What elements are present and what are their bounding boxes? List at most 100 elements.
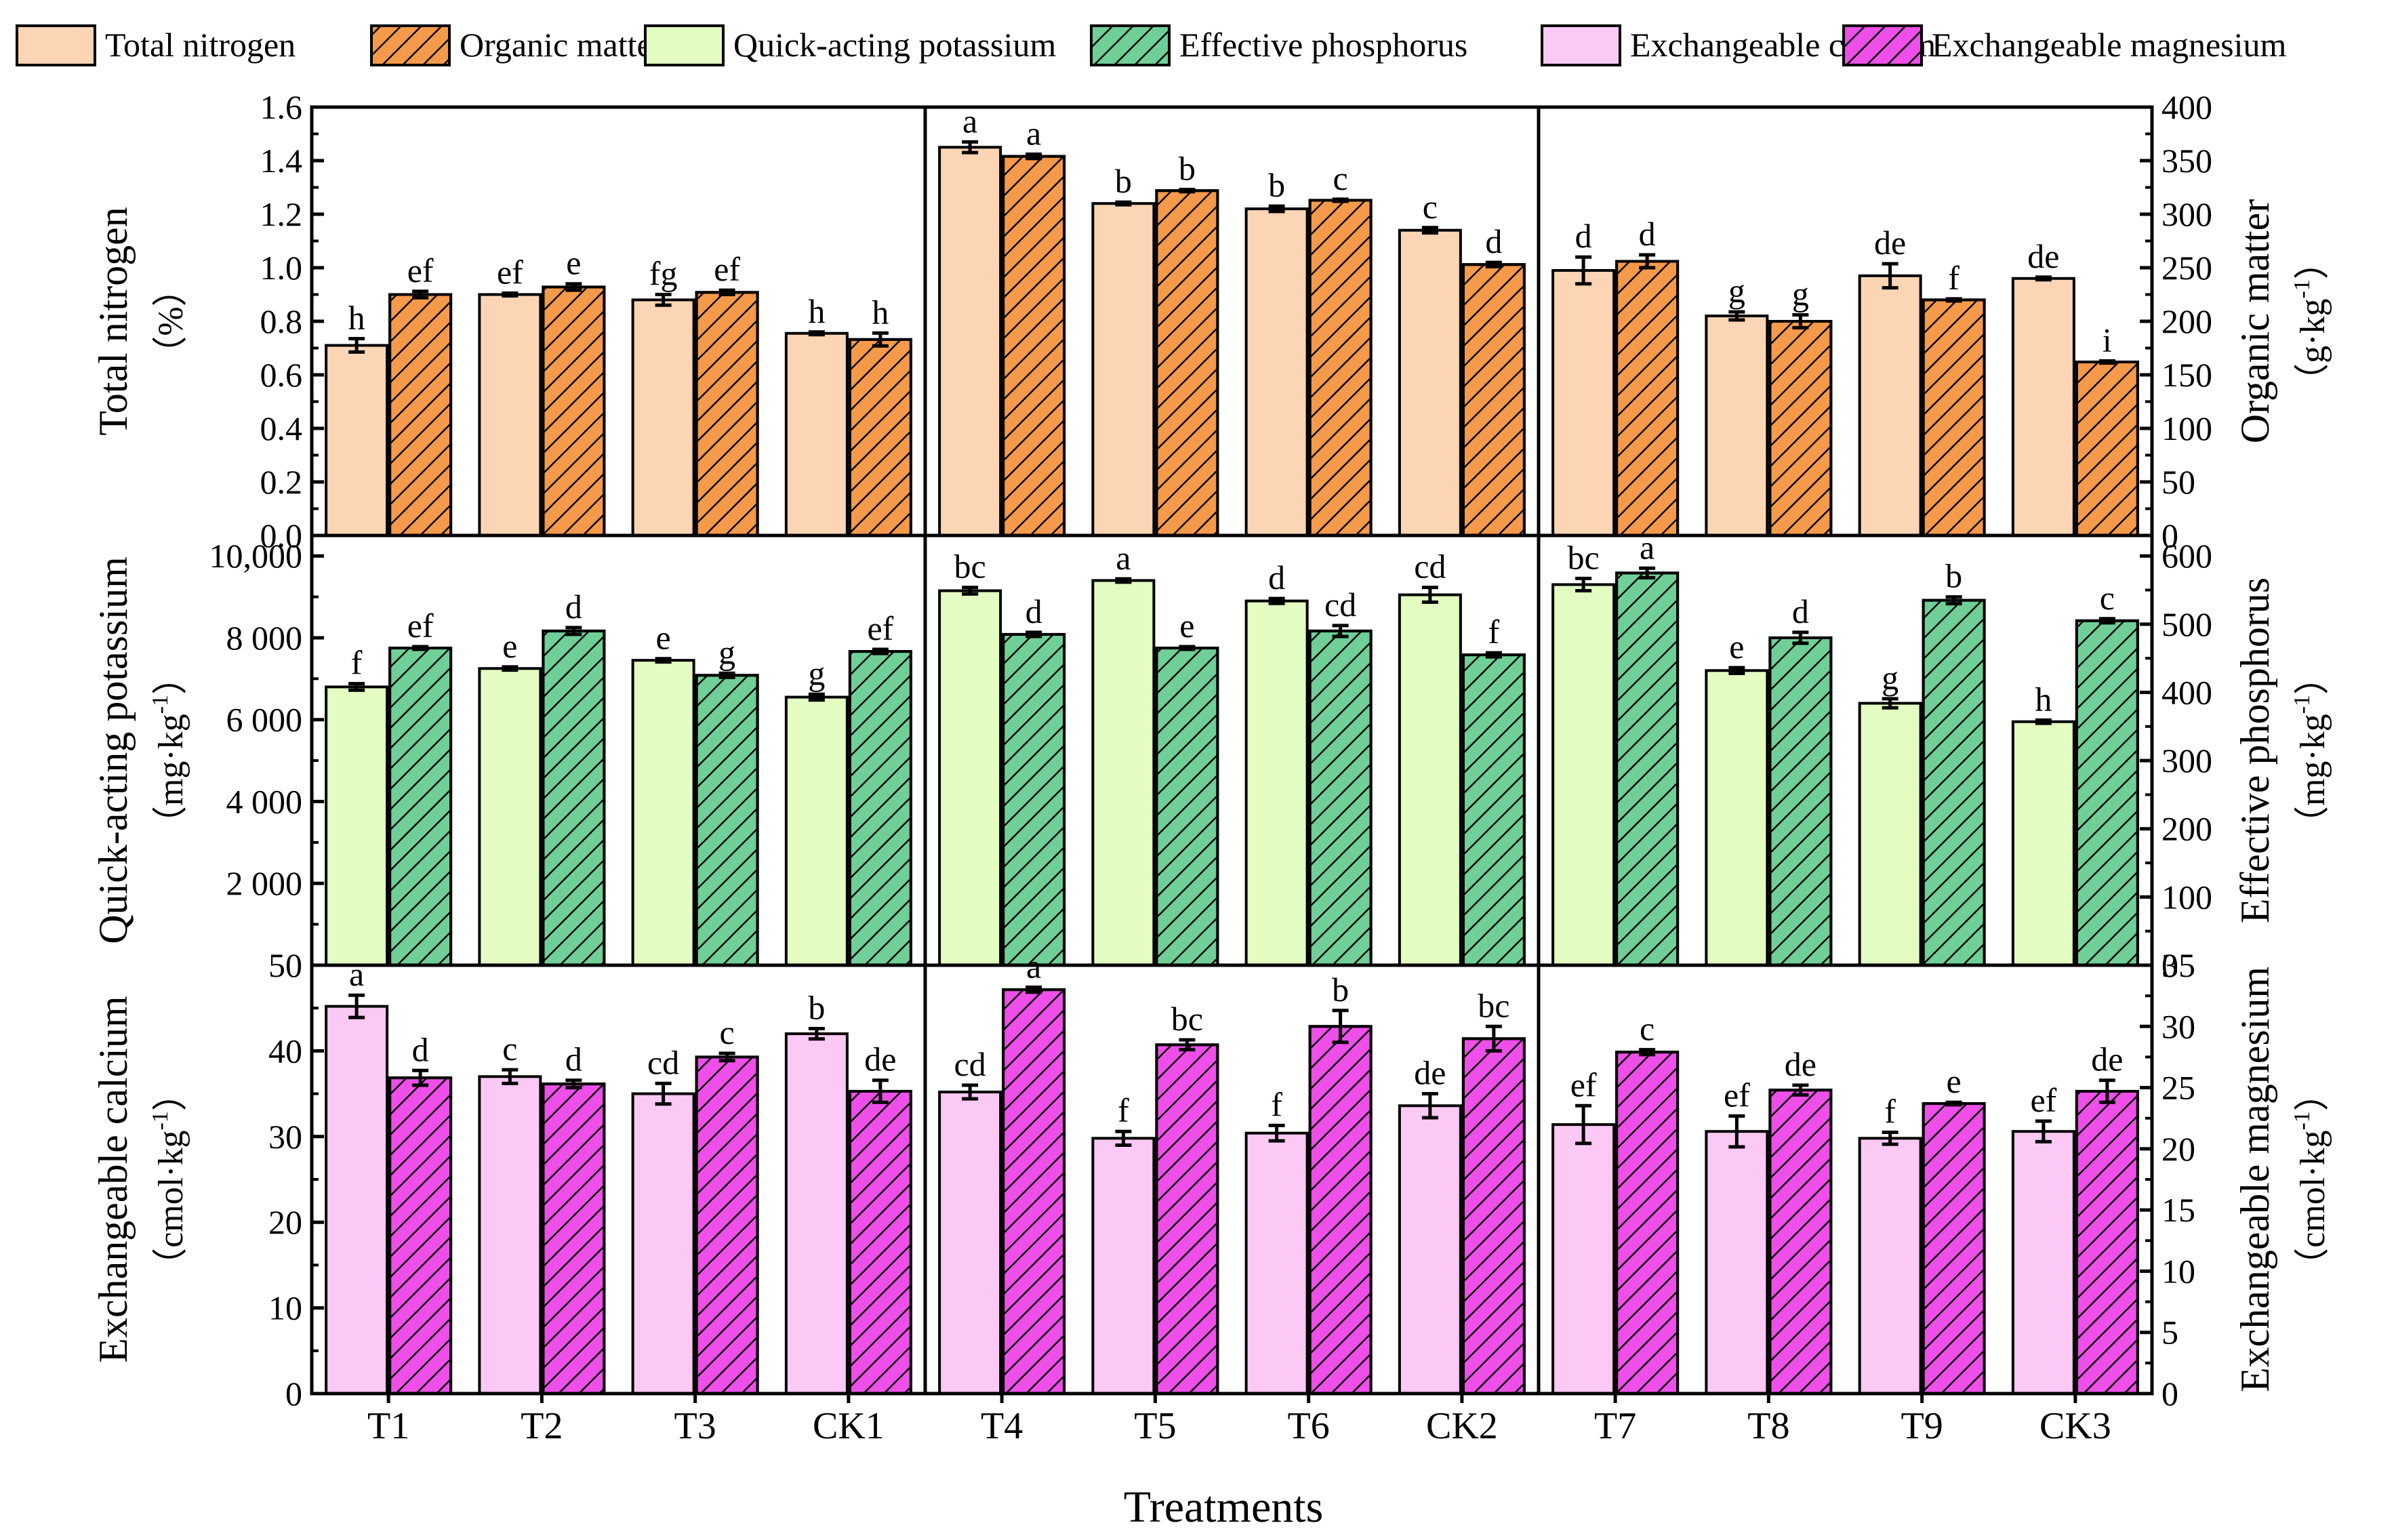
sig-letter-total_nitrogen-T7: d: [1575, 217, 1592, 255]
right-tick-label: 10: [2161, 1252, 2195, 1290]
bar-hatch-exchangeable_magnesium-T1: [388, 1076, 453, 1396]
left-tick-label: 0.4: [260, 409, 303, 447]
right-tick-label: 200: [2161, 302, 2212, 340]
left-axis-title: Total nitrogen （%）: [91, 207, 190, 435]
bar-quick_acting_potassium-T6: [1244, 599, 1309, 967]
sig-letter-effective_phosphorus-T5: e: [1179, 607, 1194, 645]
right-tick-label: 300: [2161, 195, 2212, 233]
left-tick-label: 0.0: [260, 516, 303, 554]
left-tick-label: 1.6: [260, 88, 303, 126]
sig-letter-exchangeable_calcium-CK3: ef: [2030, 1081, 2056, 1119]
bar-total_nitrogen-T4: [938, 146, 1002, 537]
bar-hatch-exchangeable_magnesium-CK2: [1461, 1037, 1526, 1396]
bar-exchangeable_calcium-T6: [1244, 1131, 1309, 1396]
left-tick-label: 8 000: [226, 619, 303, 657]
bar-total_nitrogen-CK1: [784, 331, 849, 537]
left-axis-title-line2: （cmol·kg-1）: [148, 1076, 190, 1283]
sig-letter-effective_phosphorus-T6: cd: [1324, 586, 1356, 624]
sig-letter-total_nitrogen-T9: de: [1874, 224, 1906, 262]
sig-letter-organic_matter-T9: f: [1948, 259, 1960, 297]
sig-letter-effective_phosphorus-T7: a: [1640, 528, 1654, 566]
bar-hatch-effective_phosphorus-T8: [1768, 636, 1833, 967]
bar-total_nitrogen-T8: [1705, 315, 1769, 537]
sig-letter-total_nitrogen-T2: ef: [497, 254, 523, 291]
bar-total_nitrogen-T6: [1244, 207, 1309, 537]
x-tick-label-CK1: CK1: [813, 1405, 885, 1447]
bar-exchangeable_calcium-T5: [1091, 1137, 1156, 1395]
right-tick-label: 30: [2161, 1007, 2195, 1045]
x-tick-label-T6: T6: [1288, 1405, 1330, 1447]
right-tick-label: 400: [2161, 88, 2212, 126]
right-tick-label: 100: [2161, 409, 2212, 447]
right-tick-label: 150: [2161, 356, 2212, 394]
sig-letter-effective_phosphorus-T3: g: [718, 633, 735, 671]
left-tick-label: 0.2: [260, 463, 303, 501]
left-tick-label: 0: [285, 1375, 302, 1413]
bar-hatch-exchangeable_magnesium-T7: [1615, 1051, 1680, 1395]
sig-letter-exchangeable_magnesium-T5: bc: [1171, 1000, 1203, 1038]
sig-letter-total_nitrogen-T1: h: [348, 299, 365, 337]
sig-letter-total_nitrogen-T4: a: [962, 102, 977, 140]
bar-hatch-exchangeable_magnesium-T4: [1002, 988, 1066, 1395]
left-tick-label: 1.4: [260, 142, 303, 180]
bar-hatch-effective_phosphorus-CK1: [848, 650, 912, 967]
sig-letter-quick_acting_potassium-T3: e: [656, 619, 671, 657]
sig-letter-exchangeable_magnesium-T9: e: [1947, 1062, 1962, 1100]
sig-letter-exchangeable_calcium-CK1: b: [808, 989, 825, 1027]
sig-letter-effective_phosphorus-T1: ef: [407, 607, 434, 645]
x-tick-label-T8: T8: [1747, 1405, 1789, 1447]
bar-total_nitrogen-T3: [631, 298, 695, 537]
bar-hatch-effective_phosphorus-CK3: [2075, 619, 2139, 967]
sig-letter-total_nitrogen-CK3: de: [2027, 237, 2059, 275]
sig-letter-total_nitrogen-T8: g: [1728, 272, 1745, 310]
right-tick-label: 35: [2161, 946, 2195, 984]
right-tick-label: 250: [2161, 249, 2212, 287]
right-tick-label: 0: [2161, 946, 2178, 984]
right-axis-title-line1: Organic matter: [2233, 199, 2277, 443]
left-tick-label: 4 000: [226, 782, 303, 820]
x-tick-label-T9: T9: [1901, 1405, 1943, 1447]
bar-hatch-effective_phosphorus-T4: [1002, 632, 1066, 967]
bar-exchangeable_calcium-CK1: [784, 1032, 849, 1395]
sig-letter-exchangeable_magnesium-T3: c: [720, 1013, 735, 1051]
sig-letter-organic_matter-T5: b: [1179, 150, 1196, 188]
sig-letter-exchangeable_calcium-T3: cd: [647, 1043, 679, 1081]
sig-letter-exchangeable_calcium-T1: a: [349, 955, 364, 993]
sig-letter-total_nitrogen-T6: b: [1268, 166, 1285, 204]
right-axis-title: Effective phosphorus （mg·kg-1）: [2233, 578, 2332, 923]
left-tick-label: 6 000: [226, 701, 303, 739]
right-axis-title-line2: （g·kg-1）: [2290, 244, 2332, 399]
sig-letter-exchangeable_magnesium-T7: c: [1640, 1010, 1654, 1048]
bar-total_nitrogen-T5: [1091, 202, 1156, 537]
bar-hatch-effective_phosphorus-T1: [388, 647, 453, 967]
legend-swatch-hatch-exchangeable_magnesium: [1842, 24, 1923, 66]
bar-quick_acting_potassium-T8: [1705, 669, 1769, 967]
bar-hatch-organic_matter-CK2: [1461, 263, 1526, 537]
bar-hatch-organic_matter-CK1: [848, 338, 912, 537]
sig-letter-quick_acting_potassium-CK2: cd: [1414, 548, 1446, 586]
bar-hatch-exchangeable_magnesium-CK3: [2075, 1089, 2139, 1395]
right-tick-label: 400: [2161, 673, 2212, 711]
x-axis-tick-labels: T1 T2 T3 CK1 T4 T5 T6 CK2 T7 T8 T9 CK3: [367, 1394, 2111, 1447]
sig-letter-exchangeable_calcium-T6: f: [1271, 1085, 1282, 1123]
sig-letter-exchangeable_calcium-T8: ef: [1724, 1076, 1750, 1114]
right-axis-title-line1: Effective phosphorus: [2233, 578, 2277, 923]
legend: Total nitrogen Organic matter Quick-acting…: [16, 24, 2287, 66]
bar-total_nitrogen-T9: [1858, 274, 1922, 537]
x-tick-label-CK2: CK2: [1426, 1405, 1498, 1447]
left-tick-label: 20: [268, 1203, 302, 1241]
bar-hatch-organic_matter-T6: [1308, 199, 1373, 537]
left-tick-label: 40: [268, 1032, 302, 1070]
legend-swatch-exchangeable_calcium: [1541, 24, 1621, 66]
bar-hatch-organic_matter-T4: [1002, 155, 1066, 537]
bar-exchangeable_calcium-T3: [631, 1092, 695, 1395]
right-tick-label: 500: [2161, 605, 2212, 643]
sig-letter-effective_phosphorus-T8: d: [1792, 592, 1809, 630]
legend-label-organic_matter: Organic matter: [460, 26, 664, 64]
left-tick-label: 10,000: [209, 537, 303, 575]
right-axis-title: Exchangeable magnesium （cmol·kg-1）: [2233, 967, 2332, 1392]
left-tick-label: 10: [268, 1289, 302, 1327]
bar-total_nitrogen-CK3: [2011, 277, 2075, 537]
